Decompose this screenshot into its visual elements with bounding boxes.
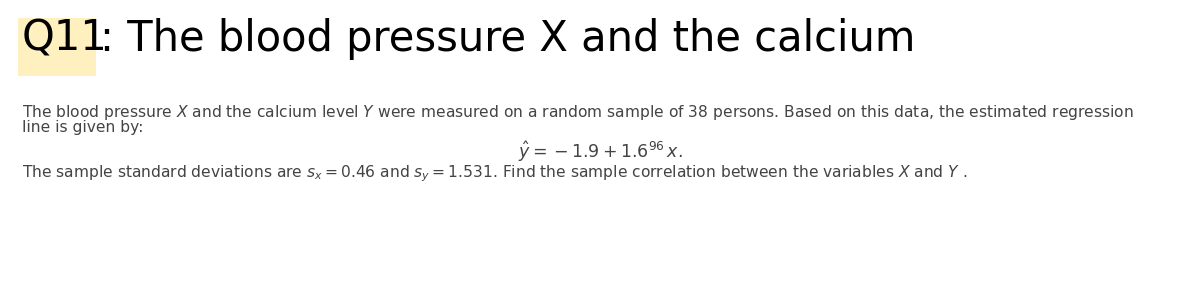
Text: line is given by:: line is given by:: [22, 120, 143, 135]
FancyBboxPatch shape: [18, 18, 96, 76]
Text: $\hat{y} = -1.9 + 1.6^{96}\, x.$: $\hat{y} = -1.9 + 1.6^{96}\, x.$: [517, 139, 683, 164]
Text: The blood pressure $X$ and the calcium level $Y$ were measured on a random sampl: The blood pressure $X$ and the calcium l…: [22, 103, 1134, 122]
Text: : The blood pressure X and the calcium: : The blood pressure X and the calcium: [100, 18, 916, 60]
Text: Q11: Q11: [22, 18, 108, 60]
Text: The sample standard deviations are $s_x = 0.46$ and $s_y = 1.531$. Find the samp: The sample standard deviations are $s_x …: [22, 163, 967, 184]
